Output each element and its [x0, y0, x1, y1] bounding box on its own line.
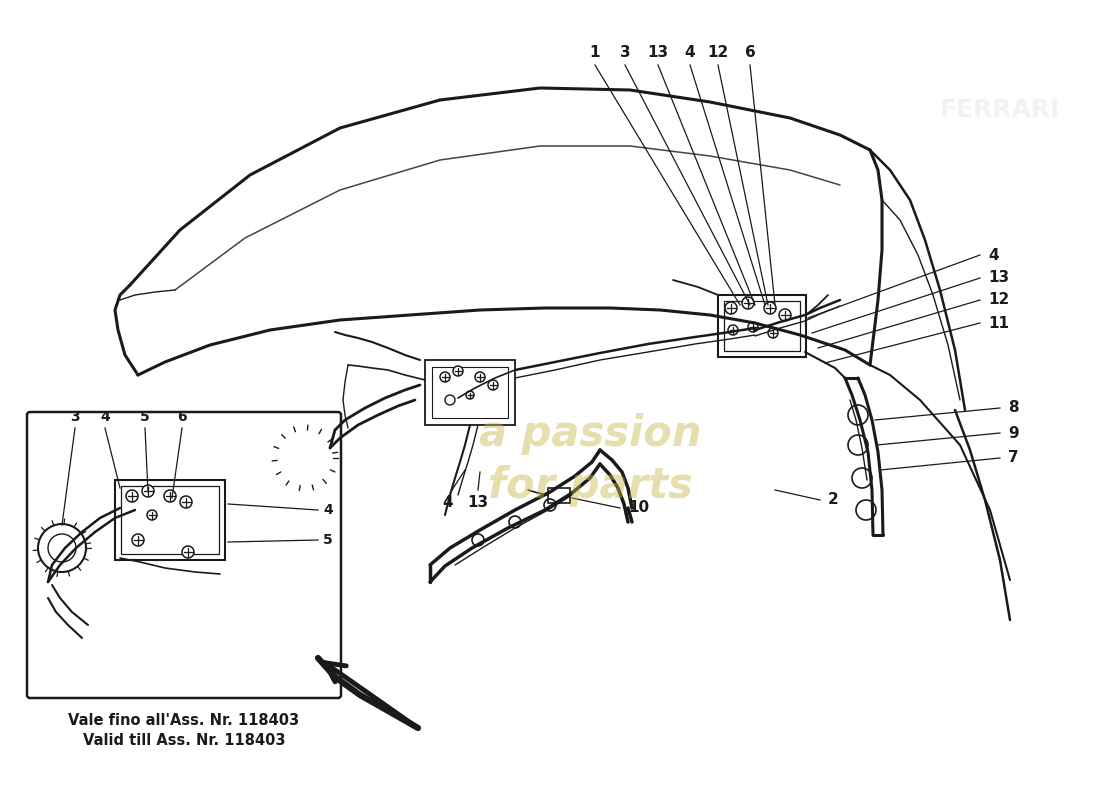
- Text: 11: 11: [988, 315, 1009, 330]
- Text: 13: 13: [988, 270, 1009, 286]
- Text: 13: 13: [648, 45, 669, 60]
- Bar: [432, 367, 508, 418]
- Circle shape: [488, 380, 498, 390]
- Circle shape: [180, 496, 192, 508]
- Text: FERRARI: FERRARI: [939, 98, 1060, 122]
- Circle shape: [132, 534, 144, 546]
- Circle shape: [466, 391, 474, 399]
- Circle shape: [142, 485, 154, 497]
- Text: 12: 12: [988, 293, 1010, 307]
- Circle shape: [164, 490, 176, 502]
- Text: 1: 1: [590, 45, 601, 60]
- Text: Vale fino all'Ass. Nr. 118403: Vale fino all'Ass. Nr. 118403: [68, 713, 299, 728]
- Text: 5: 5: [323, 533, 332, 547]
- Circle shape: [453, 366, 463, 376]
- Circle shape: [728, 325, 738, 335]
- Bar: [116, 480, 226, 560]
- Circle shape: [779, 309, 791, 321]
- Text: 6: 6: [745, 45, 756, 60]
- Circle shape: [475, 372, 485, 382]
- FancyBboxPatch shape: [28, 412, 341, 698]
- Text: 2: 2: [828, 493, 838, 507]
- Circle shape: [742, 297, 754, 309]
- Circle shape: [768, 328, 778, 338]
- Circle shape: [748, 322, 758, 332]
- Text: 10: 10: [628, 501, 649, 515]
- Text: 13: 13: [468, 495, 488, 510]
- Bar: [548, 488, 570, 503]
- Text: 7: 7: [1008, 450, 1019, 466]
- Text: 4: 4: [442, 495, 453, 510]
- Bar: [724, 301, 800, 351]
- Text: a passion
for parts: a passion for parts: [478, 413, 702, 507]
- Text: 12: 12: [707, 45, 728, 60]
- Circle shape: [764, 302, 776, 314]
- Text: 5: 5: [140, 410, 150, 424]
- Circle shape: [126, 490, 138, 502]
- Circle shape: [440, 372, 450, 382]
- Text: 3: 3: [619, 45, 630, 60]
- Text: 4: 4: [684, 45, 695, 60]
- Circle shape: [147, 510, 157, 520]
- Text: 4: 4: [100, 410, 110, 424]
- Text: 9: 9: [1008, 426, 1019, 441]
- Text: 6: 6: [177, 410, 187, 424]
- Text: 8: 8: [1008, 401, 1019, 415]
- Bar: [425, 360, 515, 425]
- Circle shape: [182, 546, 194, 558]
- Circle shape: [725, 302, 737, 314]
- Text: 4: 4: [988, 247, 999, 262]
- Bar: [121, 486, 219, 554]
- Text: 4: 4: [323, 503, 332, 517]
- Bar: [718, 295, 806, 357]
- Text: 3: 3: [70, 410, 80, 424]
- Text: Valid till Ass. Nr. 118403: Valid till Ass. Nr. 118403: [82, 733, 285, 748]
